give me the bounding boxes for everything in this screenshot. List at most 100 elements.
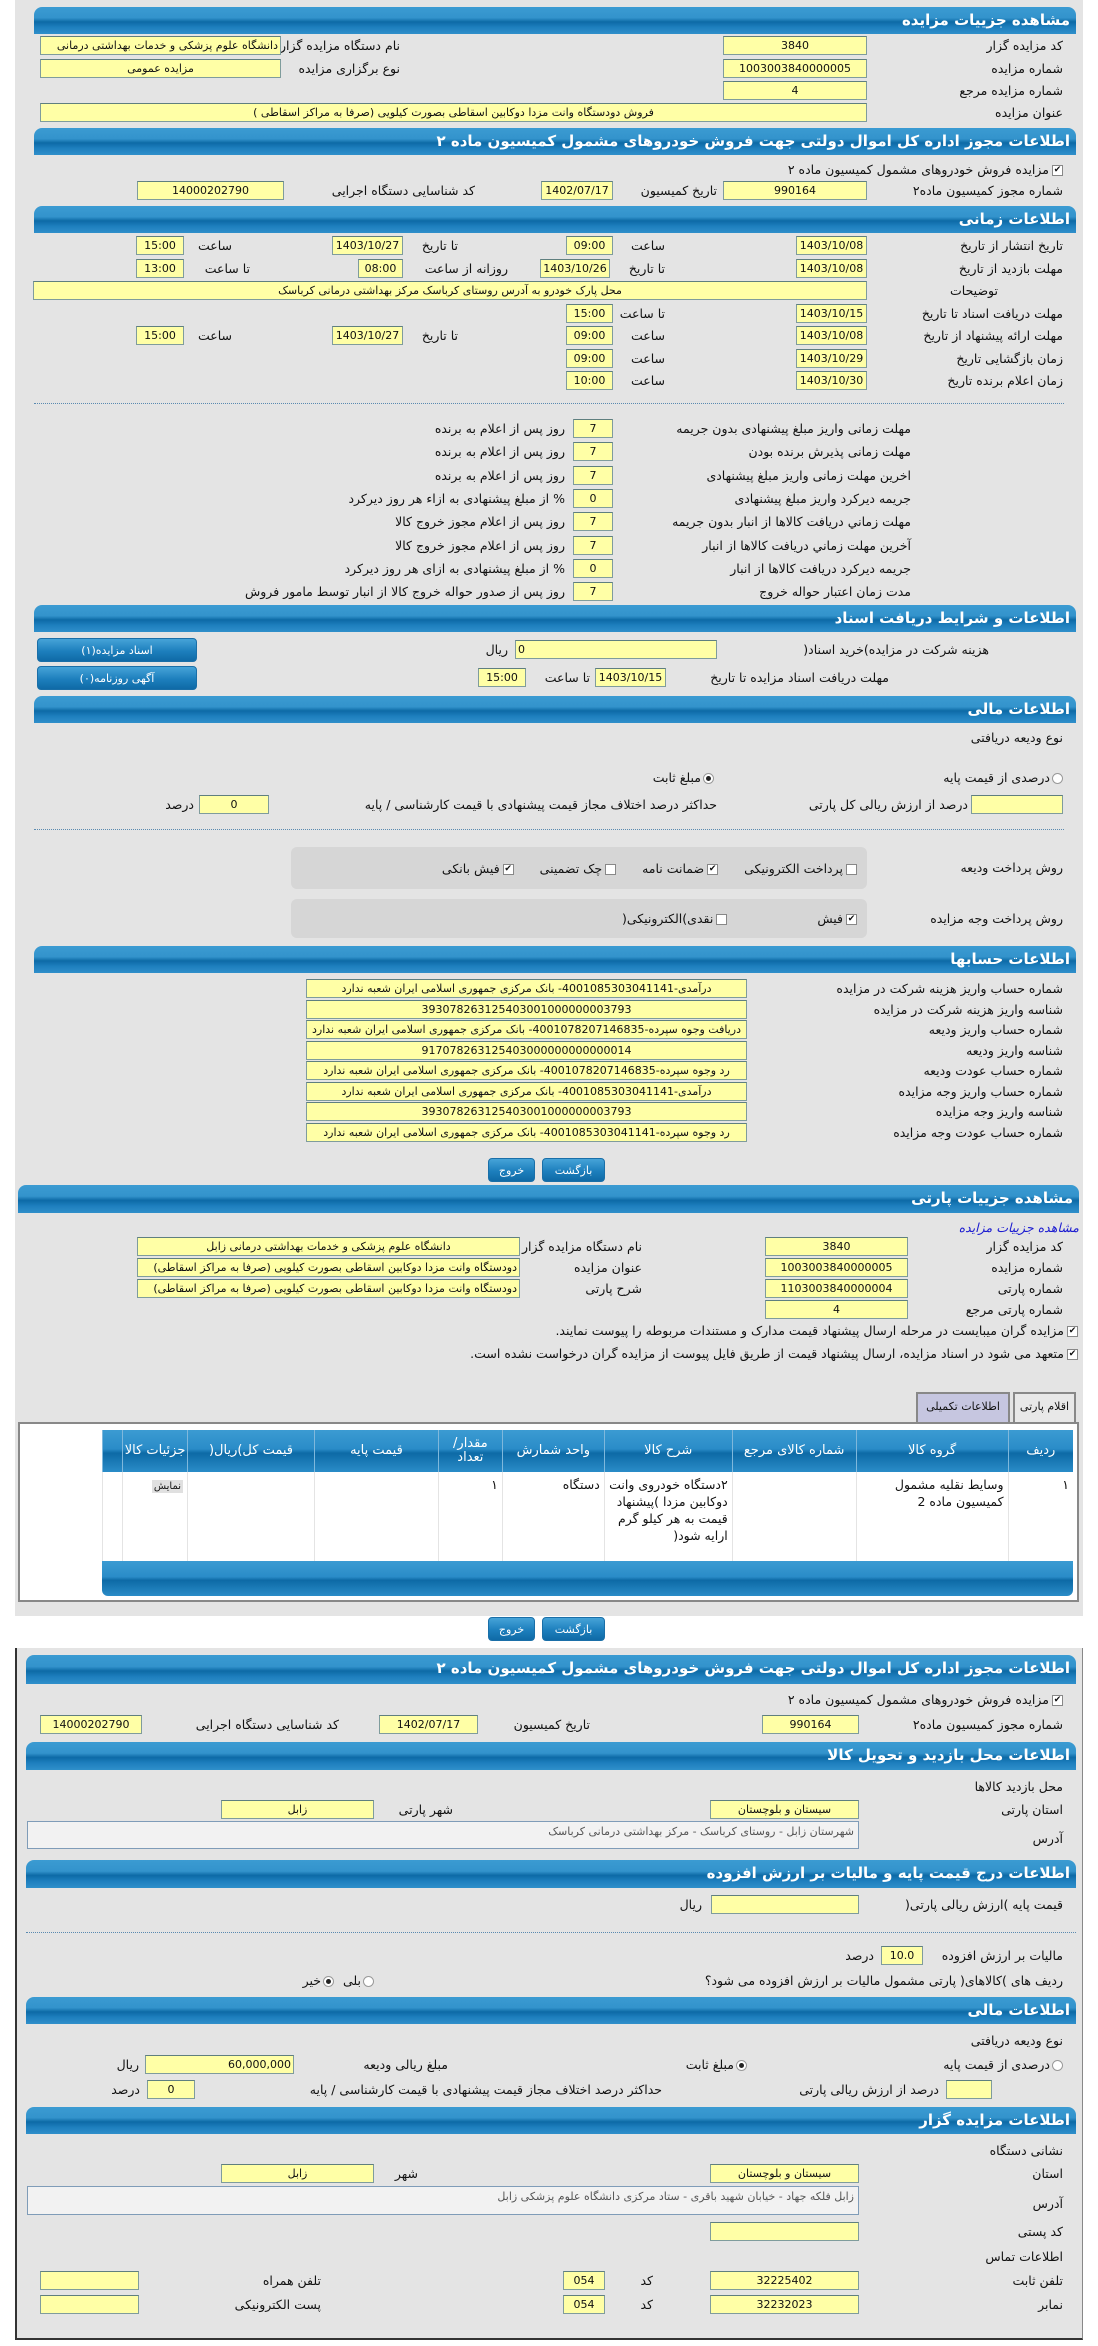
- account-field[interactable]: رد وجوه سپرده-4001078207146835- بانک مرک…: [306, 1061, 747, 1080]
- docs-deadline-date[interactable]: 1403/10/15: [796, 304, 867, 323]
- payment-option[interactable]: نقدی)الکترونیکی(: [622, 911, 728, 926]
- deposit-amount-field[interactable]: 60,000,000: [145, 2055, 294, 2074]
- radio-unchecked-icon[interactable]: [1052, 773, 1063, 784]
- back-button-2[interactable]: بازگشت: [542, 1617, 605, 1641]
- account-field[interactable]: 393078263125403001000000003793: [306, 1102, 747, 1121]
- account-field[interactable]: رد وجوه سپرده-4001085303041141- بانک مرک…: [306, 1122, 747, 1142]
- email-field[interactable]: [40, 2295, 139, 2314]
- payment-option[interactable]: چک تضمینی: [540, 861, 617, 876]
- checkbox-unchecked-icon[interactable]: [605, 863, 617, 875]
- auctioneer-code-field[interactable]: 3840: [723, 36, 867, 55]
- docs-fee-field[interactable]: 0: [515, 640, 717, 659]
- auction-ref-field[interactable]: 4: [723, 81, 867, 100]
- checkbox-checked-icon[interactable]: ✔: [1052, 165, 1063, 176]
- offer-from-time[interactable]: 09:00: [566, 326, 613, 345]
- account-field[interactable]: درآمدی-4001085303041141- بانک مرکزی جمهو…: [306, 1081, 747, 1101]
- publish-to-time[interactable]: 15:00: [136, 236, 184, 255]
- auctioneer-address-field[interactable]: زابل فلکه جهاد - خیابان شهید باقری - ستا…: [27, 2186, 859, 2215]
- party-ref-field[interactable]: 4: [765, 1300, 908, 1319]
- radio-percent-2[interactable]: درصدی از قیمت پایه: [943, 2056, 1063, 2074]
- postal-code-field[interactable]: [710, 2222, 859, 2241]
- radio-no[interactable]: خیر: [303, 1972, 334, 1990]
- party-org-field[interactable]: دانشگاه علوم پزشکی و خدمات بهداشتی درمان…: [137, 1237, 520, 1256]
- deposit-percent-field-2[interactable]: [946, 2080, 992, 2099]
- account-field[interactable]: درآمدی-4001085303041141- بانک مرکزی جمهو…: [306, 979, 747, 998]
- exit-button[interactable]: خروج: [488, 1158, 535, 1182]
- tab-party-items[interactable]: اقلام پارتی: [1013, 1392, 1076, 1422]
- publish-from-time[interactable]: 09:00: [566, 236, 613, 255]
- radio-yes[interactable]: بلی: [343, 1972, 374, 1990]
- checkbox-checked-icon[interactable]: ✔: [1052, 1695, 1063, 1706]
- exit-button-2[interactable]: خروج: [488, 1617, 535, 1641]
- auction-details-link[interactable]: مشاهده جزییات مزایده: [958, 1220, 1079, 1235]
- province-field[interactable]: سیستان و بلوچستان: [710, 2164, 859, 2183]
- license-checkbox-row-2[interactable]: ✔مزایده فروش خودروهای مشمول کمیسیون ماده…: [788, 1691, 1063, 1709]
- radio-fixed[interactable]: مبلغ ثابت: [653, 769, 714, 787]
- winner-time[interactable]: 10:00: [566, 371, 613, 390]
- party-subject-field[interactable]: دودستگاه وانت مزدا دوکابین اسقاطی بصورت …: [137, 1258, 520, 1277]
- deadline-value-field[interactable]: 7: [573, 442, 613, 462]
- mobile-field[interactable]: [40, 2271, 139, 2290]
- deadline-value-field[interactable]: 0: [573, 488, 613, 508]
- exec-code-field[interactable]: 14000202790: [137, 181, 284, 200]
- radio-checked-icon[interactable]: [703, 773, 714, 784]
- vat-field[interactable]: 10.0: [881, 1946, 923, 1965]
- checkbox-checked-icon[interactable]: ✔: [502, 863, 514, 875]
- visit-daily-from-time[interactable]: 08:00: [358, 259, 403, 278]
- auction-docs-button[interactable]: اسناد مزایده(۱): [37, 638, 197, 662]
- party-address-field[interactable]: شهرستان زابل - روستای کرباسک - مرکز بهدا…: [27, 1821, 859, 1849]
- radio-unchecked-icon[interactable]: [1052, 2060, 1063, 2071]
- auctioneer-org-field[interactable]: دانشگاه علوم پزشکی و خدمات بهداشتی درمان…: [40, 36, 281, 55]
- deadline-value-field[interactable]: 7: [573, 512, 613, 532]
- deadline-value-field[interactable]: 7: [573, 535, 613, 555]
- radio-checked-icon[interactable]: [323, 1976, 334, 1987]
- tab-extra-info[interactable]: اطلاعات تکمیلی: [916, 1392, 1010, 1422]
- show-details-button[interactable]: نمایش: [151, 1480, 184, 1493]
- checkbox-unchecked-icon[interactable]: [716, 914, 728, 925]
- payment-option[interactable]: ✔ضمانت نامه: [642, 861, 719, 876]
- radio-fixed-2[interactable]: مبلغ ثابت: [686, 2056, 747, 2074]
- exec-code-field-2[interactable]: 14000202790: [40, 1715, 142, 1734]
- phone-code-field[interactable]: 054: [563, 2271, 605, 2290]
- checkbox-checked-icon[interactable]: ✔: [1067, 1349, 1078, 1360]
- fax-code-field[interactable]: 054: [563, 2295, 605, 2314]
- no-attachment-checkbox-row[interactable]: ✔متعهد می شود در اسناد مزایده، ارسال پیش…: [470, 1345, 1078, 1363]
- auction-subject-field[interactable]: فروش دودستگاه وانت مزدا دوکابین اسقاطی ب…: [40, 103, 867, 122]
- opening-date[interactable]: 1403/10/29: [796, 349, 867, 368]
- deadline-value-field[interactable]: 7: [573, 419, 613, 438]
- commission-date-field-2[interactable]: 1402/07/17: [379, 1715, 478, 1734]
- permit-number-field[interactable]: 990164: [723, 181, 867, 200]
- commission-date-field[interactable]: 1402/07/17: [541, 181, 613, 200]
- publish-to-date[interactable]: 1403/10/27: [332, 236, 403, 255]
- attachment-checkbox-row[interactable]: ✔مزایده گران میبایست در مرحله ارسال پیشن…: [555, 1322, 1078, 1340]
- visit-to-date[interactable]: 1403/10/26: [540, 259, 610, 278]
- notes-field[interactable]: محل پارک خودرو به آدرس روستای کرباسک مرک…: [33, 281, 867, 300]
- auction-type-field[interactable]: مزایده عمومی: [40, 59, 281, 78]
- payment-option[interactable]: ✔فیش بانکی: [442, 861, 514, 876]
- docs-deadline-time[interactable]: 15:00: [566, 304, 613, 323]
- offer-from-date[interactable]: 1403/10/08: [796, 326, 867, 345]
- visit-daily-to-time[interactable]: 13:00: [136, 259, 184, 278]
- auction-number-field[interactable]: 1003003840000005: [723, 59, 867, 78]
- radio-unchecked-icon[interactable]: [363, 1976, 374, 1987]
- account-field[interactable]: دریافت وجوه سپرده-4001078207146835- بانک…: [306, 1020, 747, 1039]
- party-auctioneer-code[interactable]: 3840: [765, 1237, 908, 1256]
- docs-deadline-time-field[interactable]: 15:00: [478, 668, 526, 687]
- newspaper-ad-button[interactable]: آگهی روزنامه(۰): [37, 666, 197, 690]
- opening-time[interactable]: 09:00: [566, 349, 613, 368]
- deadline-value-field[interactable]: 7: [573, 465, 613, 485]
- deadline-value-field[interactable]: 7: [573, 582, 613, 602]
- radio-percent[interactable]: درصدی از قیمت پایه: [943, 769, 1063, 787]
- max-diff-field[interactable]: 0: [199, 795, 269, 814]
- party-number-field[interactable]: 1103003840000004: [765, 1279, 908, 1298]
- checkbox-unchecked-icon[interactable]: [846, 863, 857, 875]
- docs-deadline-date-field[interactable]: 1403/10/15: [595, 668, 666, 687]
- offer-to-time[interactable]: 15:00: [136, 326, 184, 345]
- offer-to-date[interactable]: 1403/10/27: [332, 326, 403, 345]
- phone-field[interactable]: 32225402: [710, 2271, 859, 2290]
- checkbox-checked-icon[interactable]: ✔: [707, 863, 719, 875]
- winner-date[interactable]: 1403/10/30: [796, 371, 867, 390]
- checkbox-checked-icon[interactable]: ✔: [1067, 1326, 1078, 1337]
- payment-option[interactable]: پرداخت الکترونیکی: [744, 861, 857, 876]
- license-checkbox-row[interactable]: ✔مزایده فروش خودروهای مشمول کمیسیون ماده…: [788, 161, 1063, 179]
